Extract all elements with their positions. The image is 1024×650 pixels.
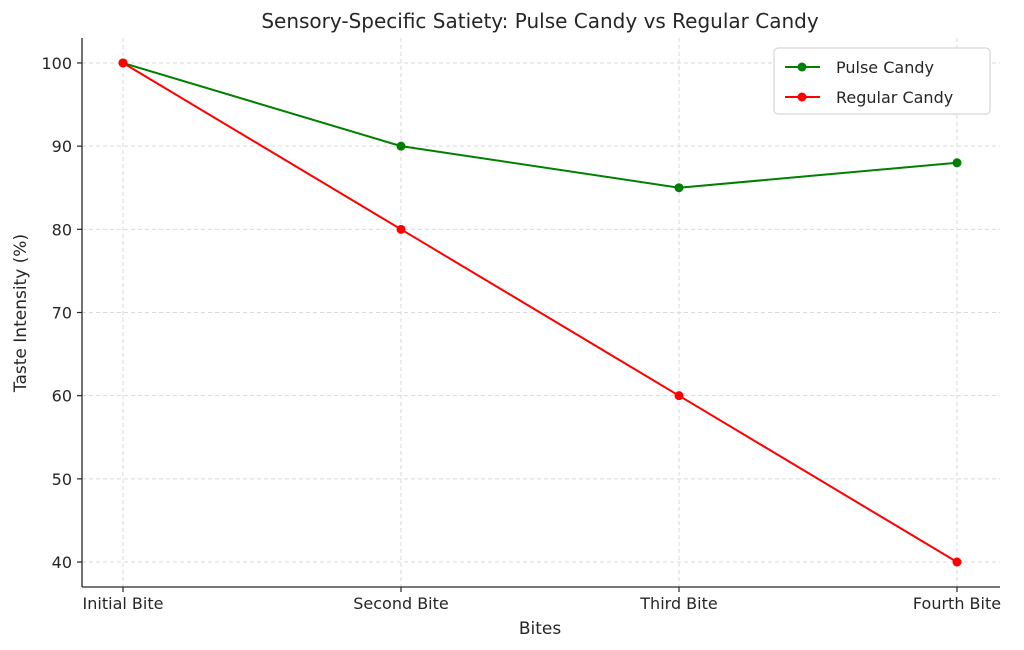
- data-series: [118, 58, 962, 567]
- x-tick-label: Initial Bite: [83, 594, 164, 613]
- y-tick-label: 80: [52, 220, 72, 239]
- data-point: [396, 141, 406, 151]
- x-tick-label: Third Bite: [639, 594, 717, 613]
- y-tick-label: 60: [52, 387, 72, 406]
- legend-label: Regular Candy: [836, 88, 953, 107]
- legend-label: Pulse Candy: [836, 58, 934, 77]
- legend-box: [773, 47, 991, 115]
- axes: [77, 38, 1000, 592]
- x-tick-label: Second Bite: [353, 594, 449, 613]
- series-regular-candy: [118, 58, 962, 567]
- y-axis-label: Taste Intensity (%): [11, 234, 31, 393]
- data-point: [674, 183, 684, 193]
- y-tick-label: 50: [52, 470, 72, 489]
- data-point: [118, 58, 128, 68]
- data-point: [952, 158, 962, 168]
- data-point: [674, 391, 684, 401]
- chart-title: Sensory-Specific Satiety: Pulse Candy vs…: [261, 9, 819, 33]
- y-tick-label: 100: [41, 54, 72, 73]
- y-tick-label: 70: [52, 304, 72, 323]
- legend-marker: [797, 92, 807, 102]
- x-tick-label: Fourth Bite: [913, 594, 1001, 613]
- x-axis-label: Bites: [519, 619, 562, 639]
- legend-marker: [797, 62, 807, 72]
- legend: Pulse Candy Regular Candy: [773, 47, 991, 115]
- y-tick-label: 40: [52, 553, 72, 572]
- y-tick-label: 90: [52, 137, 72, 156]
- series-line: [122, 62, 958, 563]
- series-line: [122, 61, 958, 189]
- tick-labels: 40 50 60 70 80 90 100 Initial Bite Second Bite Th…: [41, 54, 1001, 613]
- data-point: [396, 224, 406, 234]
- data-point: [952, 557, 962, 567]
